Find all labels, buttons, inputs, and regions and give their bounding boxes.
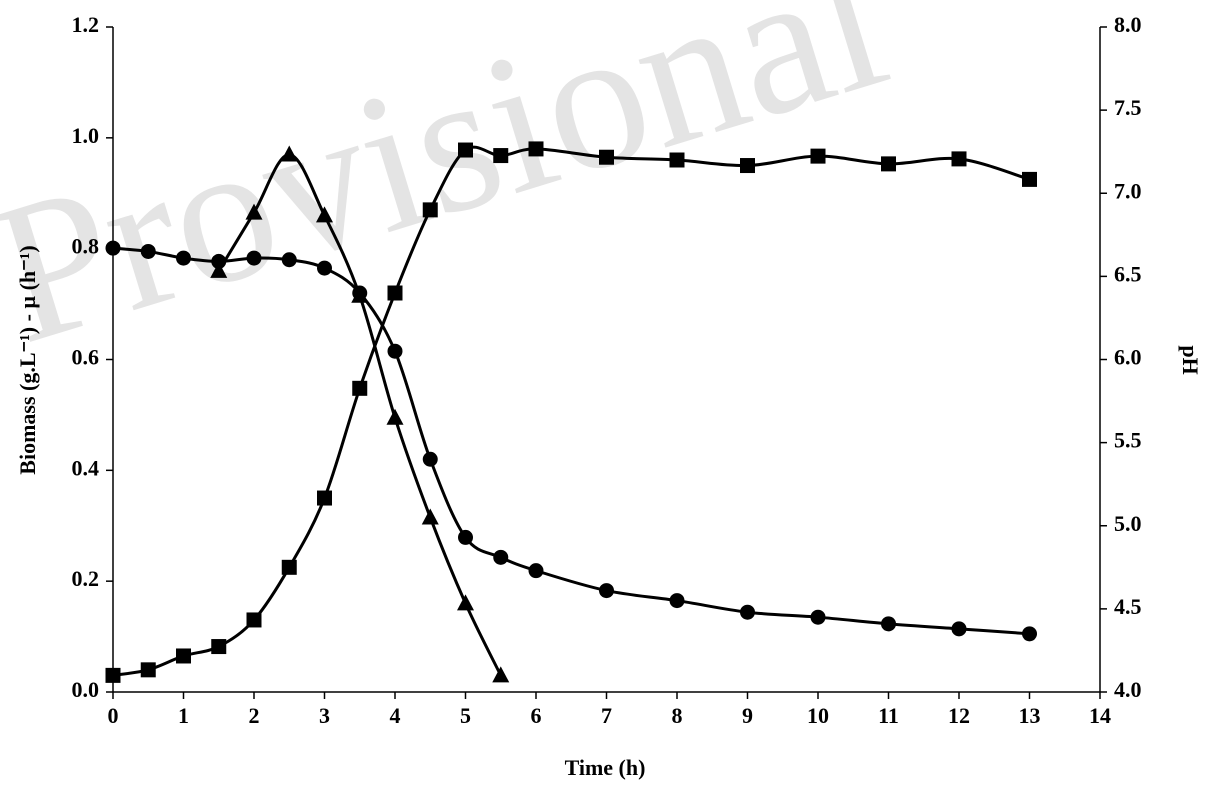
square-marker: [317, 490, 332, 506]
circle-marker: [458, 529, 473, 545]
y2-tick-label: 6.5: [1114, 261, 1142, 286]
y-tick-label: 0.4: [72, 455, 100, 480]
square-marker: [951, 151, 967, 167]
y-tick-label: 0.6: [72, 345, 100, 370]
square-marker: [140, 662, 156, 678]
x-tick-label: 0: [108, 703, 119, 728]
square-marker: [493, 148, 509, 164]
y2-tick-label: 5.5: [1114, 428, 1142, 453]
x-tick-label: 8: [672, 703, 683, 728]
x-tick-label: 12: [948, 703, 970, 728]
circle-marker: [740, 604, 755, 620]
circle-marker: [352, 285, 368, 301]
circle-marker: [951, 621, 967, 637]
triangle-marker: [421, 508, 439, 525]
x-tick-label: 3: [319, 703, 330, 728]
y-tick-label: 1.2: [72, 12, 100, 37]
square-marker: [211, 639, 227, 655]
x-tick-label: 1: [178, 703, 189, 728]
watermark: Provisional: [0, 0, 908, 386]
circle-marker: [211, 253, 227, 269]
square-marker: [881, 156, 896, 172]
circle-marker: [105, 240, 121, 256]
triangle-marker: [245, 203, 263, 220]
circle-marker: [528, 563, 544, 579]
series-line: [217, 152, 503, 677]
circle-marker: [422, 451, 438, 467]
circle-marker: [317, 260, 332, 276]
x-tick-label: 4: [390, 703, 401, 728]
square-marker: [387, 285, 403, 301]
x-tick-label: 13: [1019, 703, 1041, 728]
y2-tick-label: 8.0: [1114, 12, 1142, 37]
y2-tick-label: 7.5: [1114, 95, 1142, 120]
square-marker: [422, 202, 438, 218]
triangle-marker: [386, 408, 404, 425]
square-marker: [810, 148, 826, 164]
circle-marker: [599, 583, 614, 599]
y-axis-label: Biomass (g.L⁻¹) - µ (h⁻¹): [15, 245, 40, 474]
circle-marker: [387, 343, 403, 359]
x-tick-label: 10: [807, 703, 829, 728]
square-marker: [599, 149, 614, 165]
circle-marker: [246, 250, 262, 266]
circle-marker: [1022, 626, 1037, 642]
x-tick-label: 6: [531, 703, 542, 728]
y-tick-label: 1.0: [72, 123, 100, 148]
x-tick-label: 7: [601, 703, 612, 728]
triangle-marker: [316, 206, 333, 223]
circle-marker: [810, 609, 826, 625]
square-marker: [1022, 171, 1037, 187]
y2-tick-label: 4.5: [1114, 594, 1142, 619]
circle-marker: [140, 243, 156, 259]
y2-tick-label: 6.0: [1114, 345, 1142, 370]
y2-tick-label: 5.0: [1114, 511, 1142, 536]
circle-marker: [281, 252, 297, 268]
triangle-marker: [492, 666, 510, 683]
square-marker: [740, 158, 755, 174]
x-axis-label: Time (h): [565, 755, 646, 780]
square-marker: [176, 648, 191, 664]
y-tick-label: 0.2: [72, 566, 100, 591]
x-tick-label: 9: [742, 703, 753, 728]
x-tick-label: 5: [460, 703, 471, 728]
y2-tick-label: 4.0: [1114, 677, 1142, 702]
y-tick-label: 0.8: [72, 234, 100, 259]
triangle-marker: [457, 594, 474, 611]
y-tick-label: 0.0: [72, 677, 100, 702]
square-marker: [281, 559, 297, 575]
circle-marker: [176, 250, 191, 266]
triangle-marker: [280, 145, 298, 162]
square-marker: [669, 152, 685, 168]
circle-marker: [669, 593, 685, 609]
x-tick-label: 11: [878, 703, 899, 728]
square-marker: [458, 142, 473, 158]
square-marker: [246, 612, 262, 628]
x-tick-label: 2: [249, 703, 260, 728]
circle-marker: [493, 549, 509, 565]
y2-tick-label: 7.0: [1114, 178, 1142, 203]
x-tick-label: 14: [1089, 703, 1111, 728]
circle-marker: [881, 616, 896, 632]
square-marker: [105, 667, 121, 683]
square-marker: [352, 380, 368, 396]
square-marker: [528, 141, 544, 157]
y2-axis-label: pH: [1178, 345, 1203, 374]
triangle-marker: [210, 261, 228, 278]
